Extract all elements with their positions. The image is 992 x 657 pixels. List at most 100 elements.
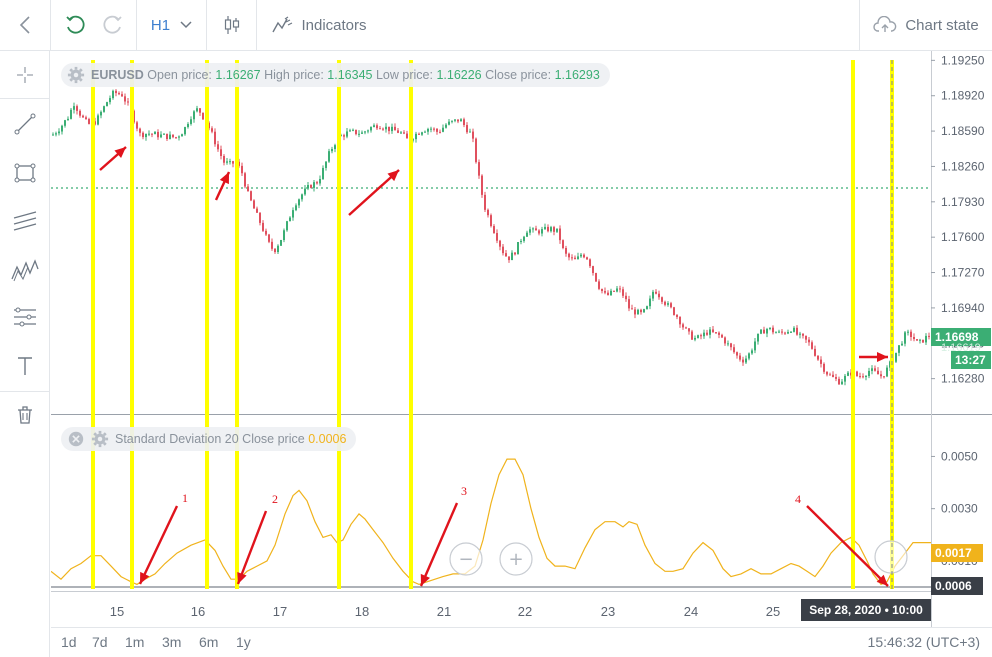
low-value: 1.16226 — [436, 68, 482, 82]
arrow-head — [114, 147, 126, 159]
candle-down — [274, 248, 276, 253]
candle-down — [253, 200, 255, 209]
fibonacci-tool[interactable] — [0, 297, 50, 337]
range-1y[interactable]: 1y — [236, 634, 251, 650]
pattern-tool[interactable] — [0, 250, 50, 290]
time-tick-label: 17 — [273, 604, 287, 619]
candles-layer: 1.19250 1.18920 1.18590 1.18260 1.17930 1.176… — [51, 51, 992, 627]
close-icon[interactable] — [67, 430, 85, 448]
crosshair-tool[interactable] — [0, 55, 50, 95]
candle-up — [181, 134, 183, 137]
candle-up — [544, 226, 546, 230]
range-1d[interactable]: 1d — [61, 634, 77, 650]
candle-down — [715, 332, 717, 334]
redo-icon[interactable] — [102, 14, 124, 36]
candle-up — [109, 98, 111, 103]
gear-icon[interactable] — [67, 66, 85, 84]
candle-down — [82, 115, 84, 118]
annotation-arrow-3 — [419, 502, 459, 587]
candle-up — [751, 350, 753, 354]
candle-down — [631, 308, 633, 310]
time-tick-label: 25 — [766, 604, 780, 619]
candle-up — [331, 149, 333, 152]
price-tick-label: 1.16940 — [941, 301, 985, 315]
candle-down — [457, 119, 459, 122]
range-1m[interactable]: 1m — [125, 634, 145, 650]
candle-down — [214, 131, 216, 145]
candle-up — [754, 341, 756, 351]
scroll-button[interactable] — [874, 540, 908, 574]
candle-down — [613, 290, 615, 292]
candle-up — [523, 236, 525, 241]
candle-down — [142, 132, 144, 138]
candle-up — [445, 124, 447, 128]
candle-down — [565, 248, 567, 254]
zoom-glyph: − — [458, 549, 473, 570]
rectangle-tool[interactable] — [0, 153, 50, 193]
candle-down — [706, 332, 708, 335]
candle-down — [655, 291, 657, 294]
delete-drawings-tool[interactable] — [0, 395, 50, 435]
candle-down — [559, 228, 561, 241]
candle-down — [244, 173, 246, 187]
candle-down — [79, 110, 81, 116]
candle-up — [649, 298, 651, 307]
candle-down — [538, 230, 540, 234]
arrow-head — [219, 172, 229, 185]
candle-up — [697, 335, 699, 338]
price-tick-label: 1.18590 — [941, 124, 985, 138]
undo-icon[interactable] — [64, 14, 86, 36]
zoom-out-button[interactable]: − — [449, 542, 483, 576]
candle-down — [562, 240, 564, 249]
candle-down — [739, 355, 741, 360]
range-7d[interactable]: 7d — [92, 634, 108, 650]
last-price-badge: 1.16698 — [935, 330, 979, 344]
candle-down — [175, 137, 177, 139]
candle-up — [280, 240, 282, 246]
candle-up — [925, 335, 927, 343]
candle-up — [319, 179, 321, 184]
clock: 15:46:32 (UTC+3) — [867, 634, 980, 650]
candle-up — [298, 199, 300, 206]
trend-line-tool[interactable] — [0, 104, 50, 144]
candle-up — [745, 358, 747, 363]
candle-down — [472, 131, 474, 139]
candle-down — [217, 144, 219, 150]
channel-tool[interactable] — [0, 201, 50, 241]
candle-down — [676, 314, 678, 317]
candle-up — [178, 136, 180, 138]
annotation-number: 4 — [795, 492, 801, 506]
indicators-button[interactable]: Indicators — [257, 0, 381, 50]
candle-down — [568, 253, 570, 258]
chart-type-button[interactable] — [207, 0, 257, 50]
range-6m[interactable]: 6m — [199, 634, 219, 650]
candle-up — [160, 134, 162, 138]
back-button[interactable] — [0, 0, 51, 50]
close-value: 1.16293 — [554, 68, 600, 82]
arrow-head — [140, 571, 150, 584]
candle-up — [373, 125, 375, 128]
indicator-tick-label: 0.0050 — [941, 449, 978, 463]
range-3m[interactable]: 3m — [162, 634, 182, 650]
candle-up — [301, 194, 303, 200]
candle-down — [877, 370, 879, 375]
candle-up — [277, 245, 279, 253]
gear-icon[interactable] — [91, 430, 109, 448]
candle-down — [733, 347, 735, 353]
candle-down — [910, 331, 912, 338]
timeframe-select[interactable]: H1 — [137, 0, 207, 50]
crosshair-icon — [17, 67, 33, 83]
text-tool[interactable] — [0, 346, 50, 386]
candle-down — [553, 227, 555, 232]
candle-up — [322, 167, 324, 180]
candle-up — [442, 127, 444, 132]
chart-state-button[interactable]: Chart state — [859, 0, 992, 50]
candle-down — [670, 303, 672, 308]
candle-down — [928, 335, 930, 337]
candle-up — [799, 333, 801, 335]
zoom-in-button[interactable]: + — [499, 542, 533, 576]
candle-up — [703, 332, 705, 337]
price-chart[interactable]: 1.19250 1.18920 1.18590 1.18260 1.17930 1.176… — [51, 51, 992, 627]
zoom-circle — [499, 542, 533, 576]
candle-down — [691, 331, 693, 340]
